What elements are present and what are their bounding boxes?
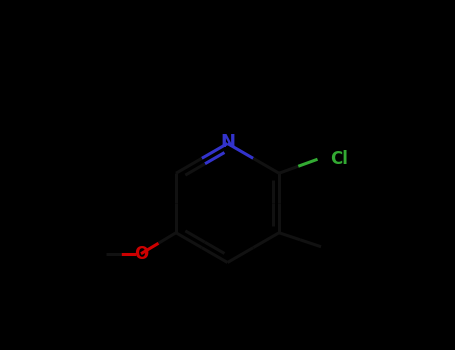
Text: N: N (220, 133, 235, 151)
Text: O: O (134, 245, 148, 263)
Text: Cl: Cl (330, 150, 348, 168)
